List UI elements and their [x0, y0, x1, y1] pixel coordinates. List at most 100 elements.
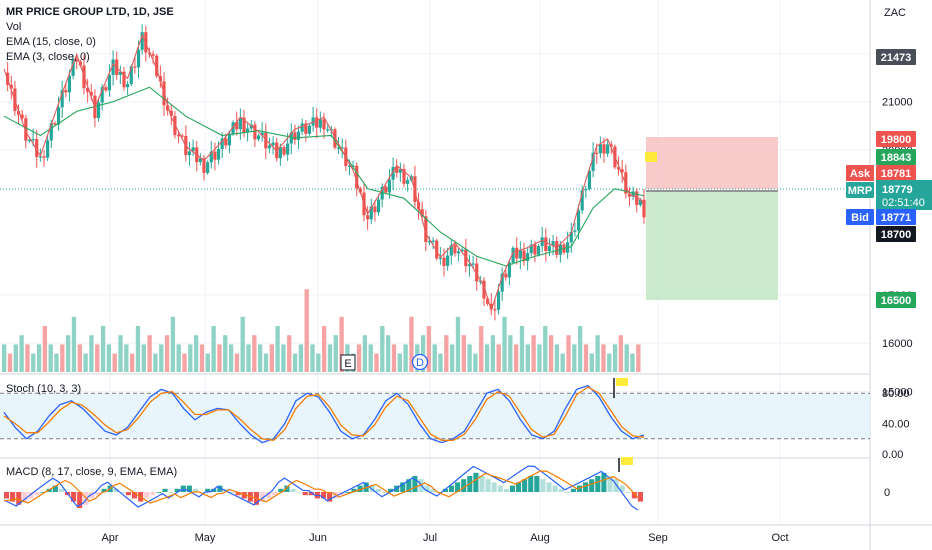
volume-bar [112, 353, 117, 372]
time-tick-label: Apr [101, 532, 118, 544]
position-zones[interactable] [646, 137, 778, 300]
flag-marker-macd [621, 457, 633, 465]
candle-body [42, 156, 46, 158]
volume-bar [211, 326, 216, 372]
flag-marker-price [645, 152, 657, 162]
stop-loss-zone[interactable] [646, 192, 778, 300]
stoch-series-line [3, 384, 645, 444]
candle-body [180, 135, 184, 137]
macd-histogram-bar [424, 485, 430, 492]
macd-histogram-bar [613, 479, 619, 492]
candle-body [100, 87, 104, 103]
time-axis[interactable]: Apr May Jun Jul Aug Sep Oct [101, 532, 788, 544]
candle-body [493, 309, 497, 311]
macd-histogram-bar [400, 482, 406, 492]
earnings-marker[interactable]: E [340, 354, 356, 371]
time-tick-label: Sep [648, 532, 668, 544]
candle-body [504, 273, 508, 278]
volume-bar [426, 326, 432, 372]
vol-label[interactable]: Vol [6, 21, 22, 33]
candle-body [347, 165, 352, 168]
ema15-label[interactable]: EMA (15, close, 0) [6, 36, 96, 48]
volume-bar [420, 335, 426, 372]
volume-bar [188, 344, 193, 372]
volume-bar [159, 344, 164, 372]
dividend-marker[interactable]: D [411, 353, 429, 371]
take-profit-zone[interactable] [646, 137, 778, 189]
volume-bar [316, 353, 321, 372]
volume-bar [95, 344, 100, 372]
macd-label[interactable]: MACD (8, 17, close, 9, EMA, EMA) [6, 466, 178, 478]
candle-body [606, 144, 610, 154]
volume-bar [479, 326, 484, 372]
candle-body [122, 71, 126, 88]
volume-bar [48, 344, 53, 372]
candle-body [260, 132, 264, 136]
volume-bar [77, 344, 82, 372]
macd-histogram-bar [192, 488, 199, 492]
volume-bar [281, 344, 286, 372]
volume-bar [409, 316, 414, 372]
candle-body [86, 87, 90, 92]
macd-histogram-bar [308, 492, 314, 496]
bid-value-badge-text: 18771 [881, 212, 912, 224]
volume-bar [2, 344, 7, 372]
mrp-label-badge-text: MRP [848, 185, 872, 197]
candle-body [315, 117, 319, 128]
volume-bar [13, 344, 18, 372]
volume-bar [240, 316, 245, 372]
candle-body [71, 59, 75, 76]
candle-body [53, 123, 57, 125]
volume-bar [572, 344, 577, 372]
macd-panel: 0 [3, 458, 890, 511]
volume-bar [496, 344, 501, 372]
stoch-label[interactable]: Stoch (10, 3, 3) [6, 383, 82, 395]
volume-bar [380, 326, 385, 372]
candle-body [249, 124, 253, 129]
macd-histogram-bar [89, 492, 95, 499]
volume-bar [258, 344, 263, 372]
candle-body [300, 123, 304, 132]
candle-body [27, 139, 32, 142]
candle-body [224, 138, 228, 146]
macd-histogram-bar [503, 488, 509, 492]
bid-label-badge: Bid [846, 209, 874, 225]
candle-body [176, 135, 181, 137]
ema3-label[interactable]: EMA (3, close, 0) [6, 51, 90, 63]
price-tick-label: 16000 [882, 338, 913, 350]
candle-body [111, 59, 115, 75]
symbol-title[interactable]: MR PRICE GROUP LTD, 1D, JSE [6, 6, 174, 18]
candle-body [387, 179, 392, 193]
volume-bar [322, 326, 327, 372]
macd-histogram-bar [412, 476, 418, 492]
macd-signal-line [3, 470, 639, 504]
macd-histogram-bar [455, 482, 461, 492]
volume-bar [455, 316, 461, 372]
macd-histogram-bar [71, 492, 77, 502]
volume-bar [490, 335, 496, 372]
macd-histogram-bar [217, 485, 223, 492]
volume-bar [432, 344, 437, 372]
candle-body [518, 250, 522, 259]
macd-histogram-bar [52, 485, 58, 492]
candlesticks [6, 24, 646, 321]
volume-bar [182, 353, 187, 372]
volume-bar [560, 353, 565, 372]
macd-histogram-bar [631, 492, 637, 499]
time-tick-label: Oct [771, 532, 788, 544]
volume-bar [217, 344, 222, 372]
macd-histogram-bar [320, 492, 327, 499]
macd-histogram-bar [40, 492, 46, 493]
candle-body [64, 90, 68, 93]
candle-body [351, 165, 355, 167]
macd-histogram-bar [16, 492, 22, 505]
candle-body [107, 74, 112, 91]
volume-bar [450, 344, 455, 372]
volume-bar [71, 316, 77, 372]
volume-bar [130, 353, 135, 372]
candle-body [246, 128, 250, 133]
macd-histogram-bar [595, 476, 601, 492]
volume-bar [100, 326, 106, 372]
